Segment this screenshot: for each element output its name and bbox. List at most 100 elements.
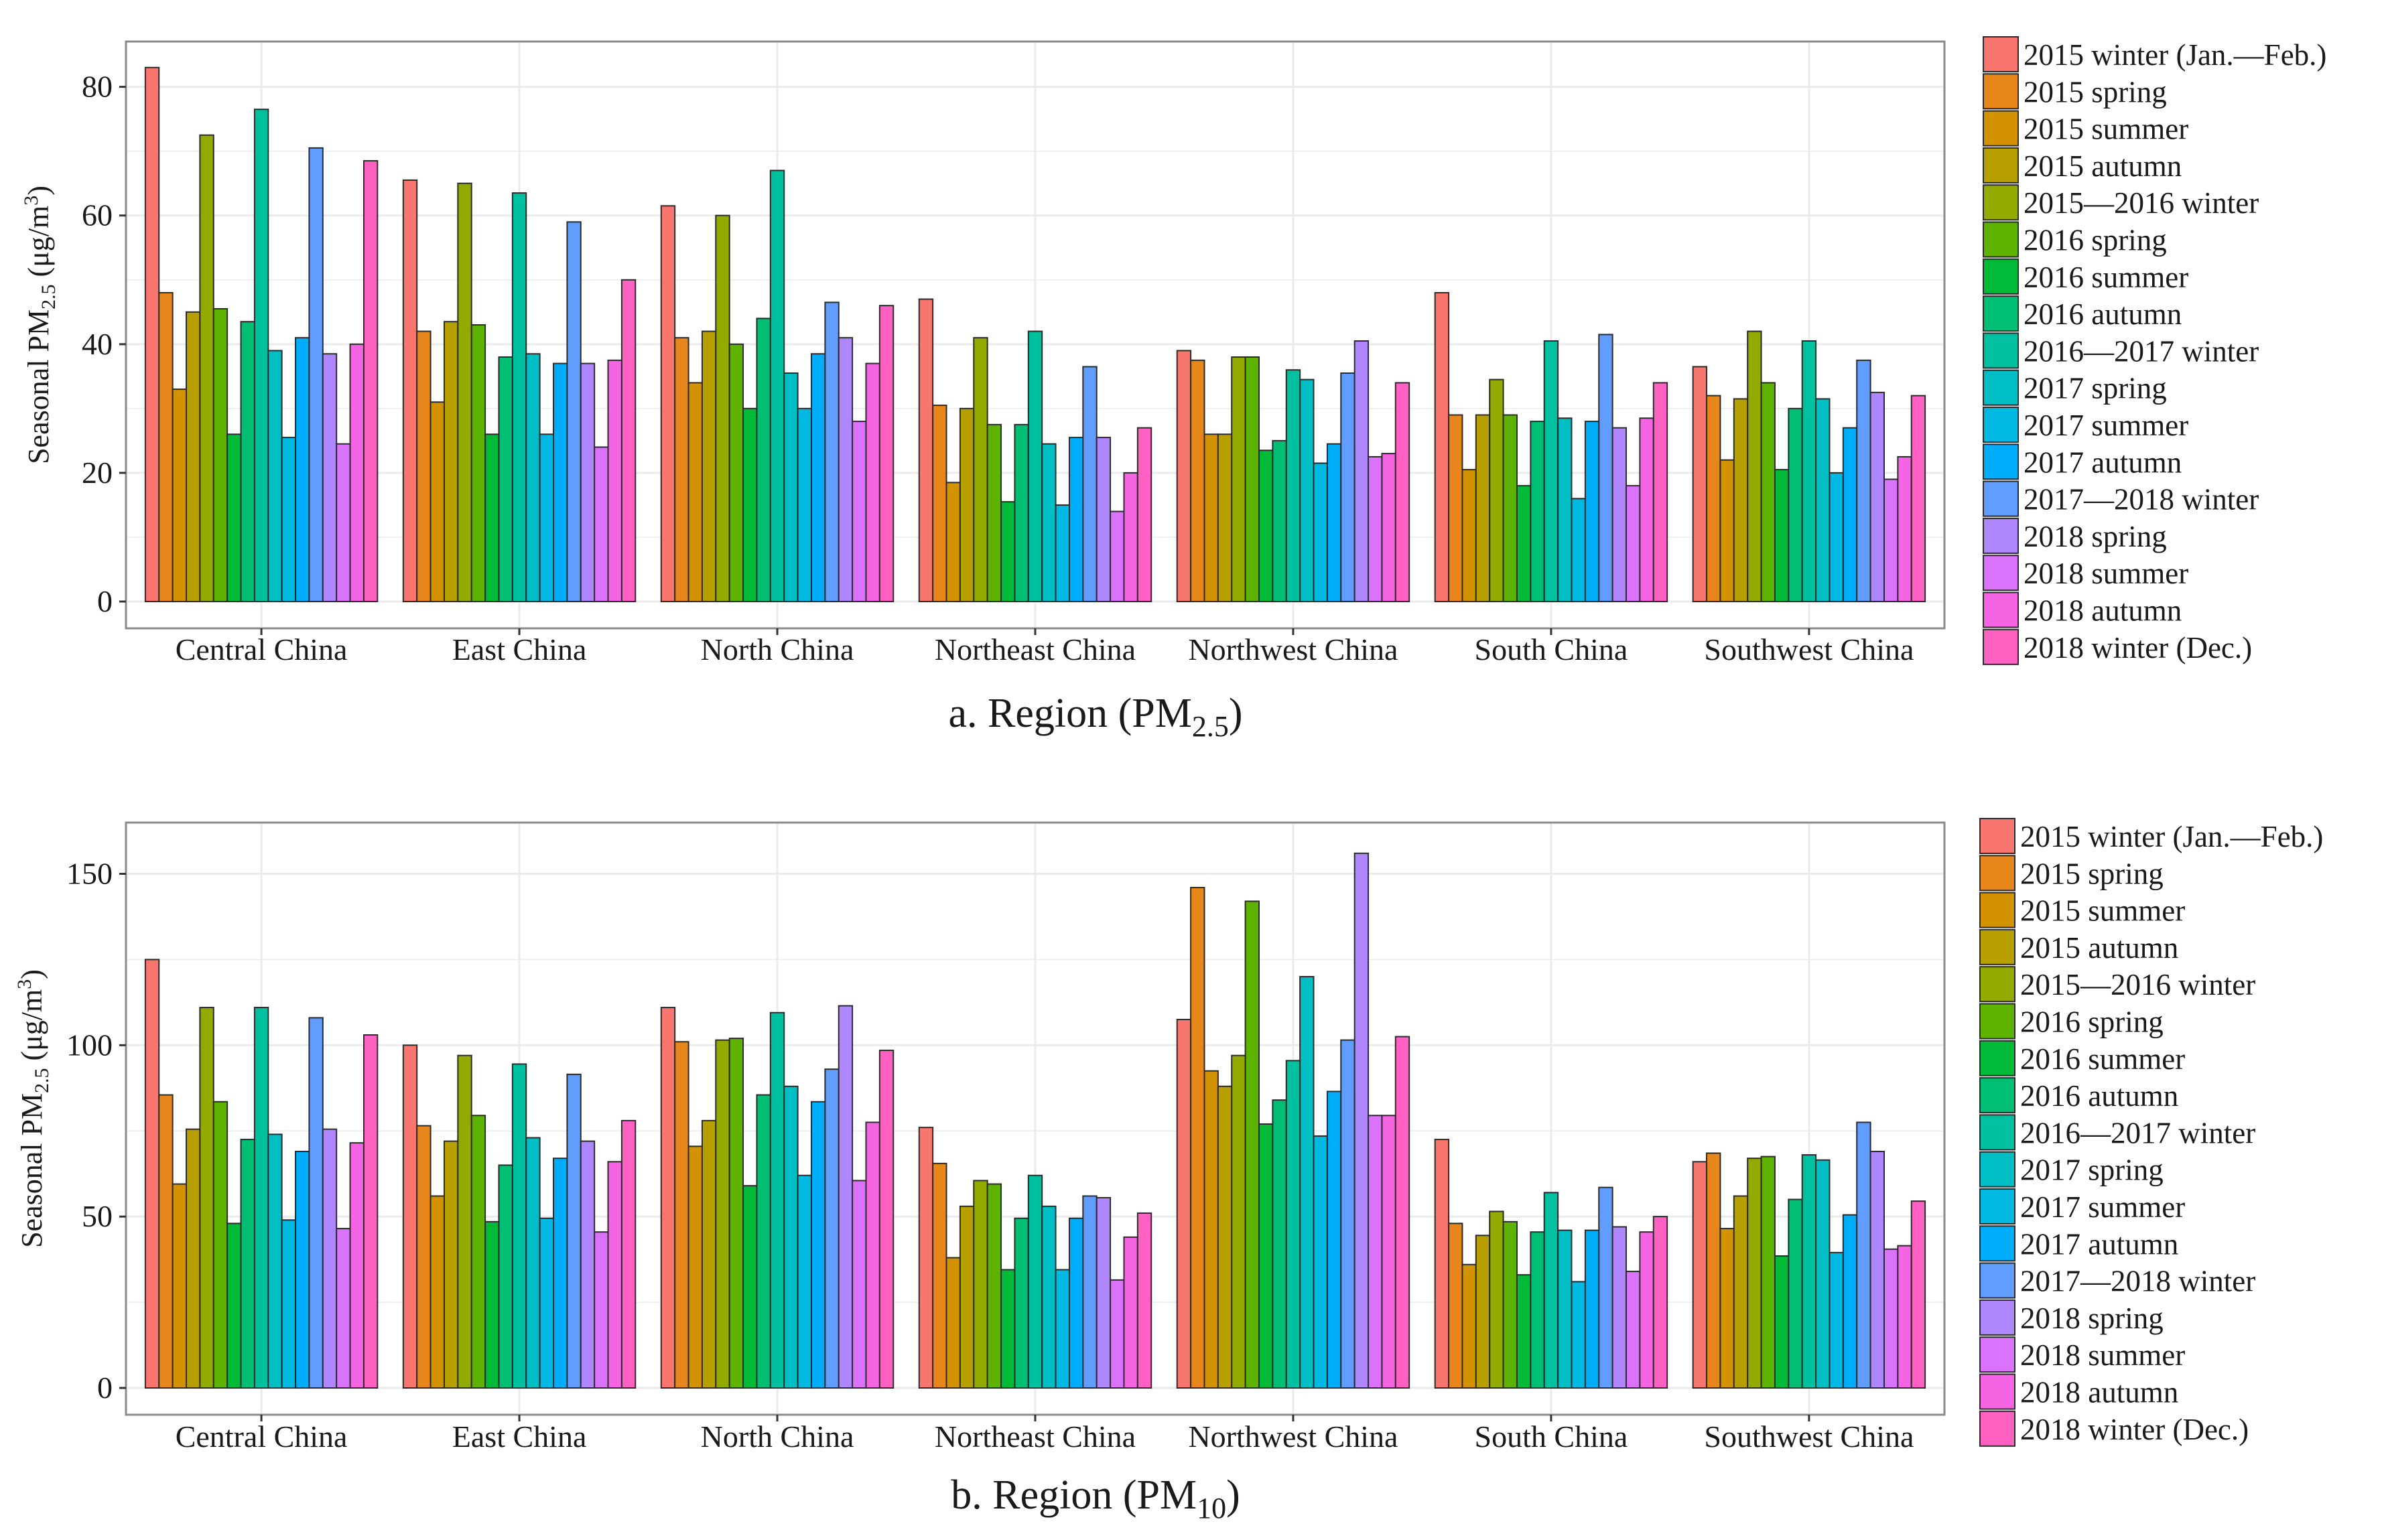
bar bbox=[1055, 504, 1070, 602]
bar bbox=[1110, 1279, 1125, 1389]
bar bbox=[1733, 1195, 1749, 1389]
bar bbox=[1055, 1269, 1070, 1389]
bar bbox=[1639, 1231, 1654, 1389]
legend-swatch bbox=[1983, 517, 2019, 554]
bar bbox=[1502, 1220, 1518, 1389]
bar bbox=[539, 1217, 555, 1389]
bar bbox=[742, 1185, 758, 1389]
bar bbox=[416, 330, 432, 602]
bar bbox=[945, 1257, 961, 1389]
bar bbox=[687, 382, 703, 602]
bar bbox=[986, 423, 1002, 602]
bar bbox=[1543, 1192, 1559, 1389]
bar bbox=[1461, 1263, 1477, 1389]
bar bbox=[336, 1228, 351, 1389]
y-axis-label: Seasonal PM2.5 (μg/m3) bbox=[20, 186, 60, 464]
bar bbox=[1584, 421, 1600, 602]
legend-swatch bbox=[1983, 591, 2019, 628]
legend-label: 2018 autumn bbox=[2024, 594, 2182, 628]
legend-swatch bbox=[1979, 1151, 2015, 1188]
bar bbox=[756, 318, 771, 602]
bar bbox=[959, 407, 975, 602]
bar bbox=[1611, 427, 1628, 603]
bar bbox=[824, 1068, 840, 1389]
bar bbox=[1190, 359, 1205, 602]
bar bbox=[295, 1150, 310, 1389]
bar bbox=[212, 1101, 228, 1389]
legend-label: 2017 spring bbox=[2020, 1153, 2164, 1187]
bar bbox=[715, 1039, 730, 1389]
bar bbox=[715, 214, 730, 602]
bar bbox=[457, 182, 472, 602]
legend-label: 2015 autumn bbox=[2020, 931, 2178, 965]
bar bbox=[1027, 1174, 1043, 1389]
bar bbox=[769, 169, 785, 603]
legend-swatch bbox=[1979, 1410, 2015, 1447]
bar bbox=[402, 179, 418, 603]
bar bbox=[1000, 1269, 1016, 1389]
legend-swatch bbox=[1983, 36, 2019, 72]
bar bbox=[580, 1140, 596, 1389]
bar bbox=[1801, 340, 1817, 602]
x-tick-label: Northeast China bbox=[935, 632, 1136, 667]
bar bbox=[1381, 1115, 1396, 1389]
bar bbox=[1801, 1154, 1817, 1389]
bar bbox=[769, 1011, 785, 1389]
bar bbox=[810, 1101, 826, 1389]
bar bbox=[1475, 1235, 1491, 1389]
bar bbox=[1000, 501, 1016, 603]
legend-swatch bbox=[1979, 818, 2015, 854]
legend-swatch bbox=[1983, 147, 2019, 184]
bar bbox=[1217, 433, 1233, 602]
bar bbox=[1096, 437, 1112, 603]
bar bbox=[1176, 350, 1192, 602]
x-tick-label: Northeast China bbox=[935, 1419, 1136, 1454]
bar bbox=[1788, 1198, 1803, 1389]
legend-swatch bbox=[1983, 184, 2019, 221]
bar bbox=[1856, 1121, 1871, 1389]
x-tick-label: East China bbox=[452, 632, 587, 667]
bar bbox=[660, 1007, 676, 1389]
bar bbox=[1231, 1054, 1246, 1389]
bar bbox=[973, 1180, 988, 1389]
y-tick-label: 100 bbox=[66, 1028, 113, 1062]
panel-title: a. Region (PM2.5) bbox=[948, 691, 1242, 743]
bar bbox=[470, 324, 486, 602]
bar bbox=[1598, 1186, 1613, 1389]
bar bbox=[1326, 443, 1342, 602]
bar bbox=[1082, 1195, 1098, 1389]
bar bbox=[281, 437, 297, 603]
x-tick-label: South China bbox=[1475, 632, 1628, 667]
bar bbox=[1747, 1158, 1762, 1389]
bar bbox=[349, 343, 365, 602]
bar bbox=[1584, 1229, 1600, 1389]
bar bbox=[172, 1183, 188, 1389]
bar bbox=[457, 1054, 472, 1389]
bar bbox=[1068, 437, 1084, 603]
bar bbox=[1719, 459, 1735, 603]
bar bbox=[1842, 427, 1858, 603]
bar bbox=[838, 1005, 854, 1389]
bar bbox=[1747, 330, 1762, 602]
bar bbox=[1897, 1245, 1912, 1389]
bar bbox=[1299, 378, 1315, 602]
bar bbox=[1815, 1159, 1831, 1389]
legend-swatch bbox=[1979, 1077, 2015, 1114]
legend-swatch bbox=[1979, 1336, 2015, 1373]
bar bbox=[878, 305, 895, 602]
bar bbox=[1760, 1156, 1776, 1389]
bar bbox=[498, 356, 513, 602]
bar bbox=[797, 1174, 812, 1389]
legend-label: 2015—2016 winter bbox=[2020, 968, 2255, 1001]
legend-label: 2018 winter (Dec.) bbox=[2024, 631, 2252, 664]
y-tick-label: 40 bbox=[82, 327, 113, 361]
bar bbox=[1883, 478, 1899, 603]
chart-panel-b: Central China East China North China Northe… bbox=[13, 818, 2323, 1525]
legend-swatch bbox=[1983, 407, 2019, 443]
bar bbox=[443, 321, 459, 602]
legend-swatch bbox=[1983, 110, 2019, 147]
bar bbox=[240, 1139, 255, 1389]
bar bbox=[918, 298, 934, 602]
